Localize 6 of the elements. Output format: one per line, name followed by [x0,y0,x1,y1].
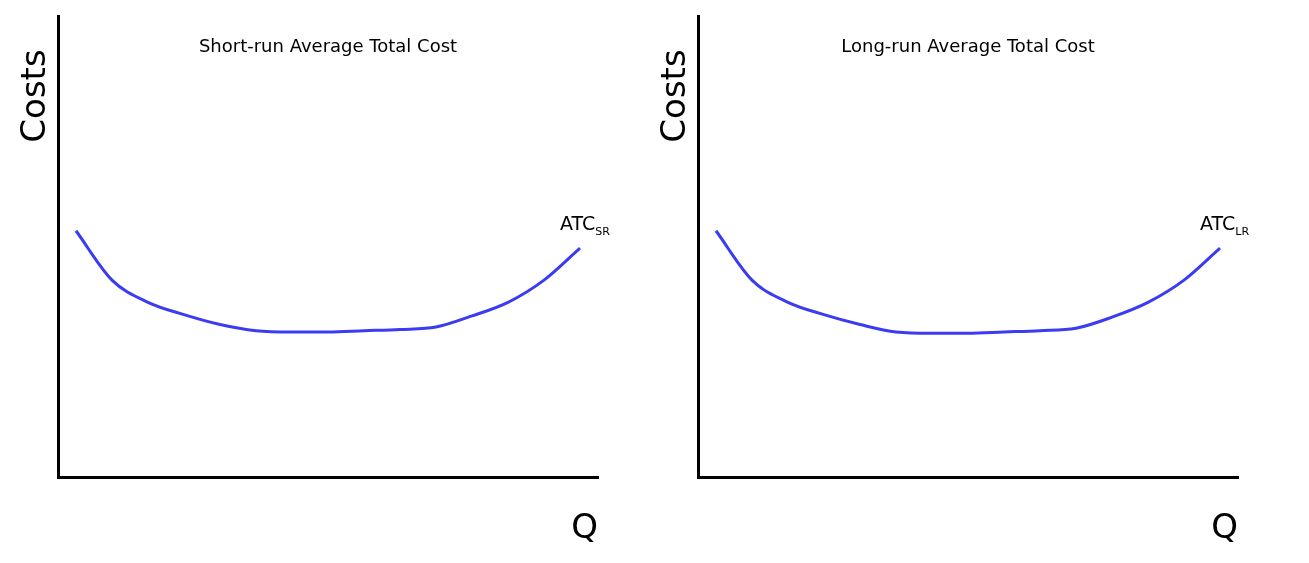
x-axis-title: Q [1211,505,1238,546]
chart-title: Long-run Average Total Cost [841,34,1095,56]
y-axis-title: Costs [12,49,53,143]
x-axis-title: Q [571,505,598,546]
chart-title: Short-run Average Total Cost [198,34,458,56]
y-axis-title: Costs [652,49,693,143]
